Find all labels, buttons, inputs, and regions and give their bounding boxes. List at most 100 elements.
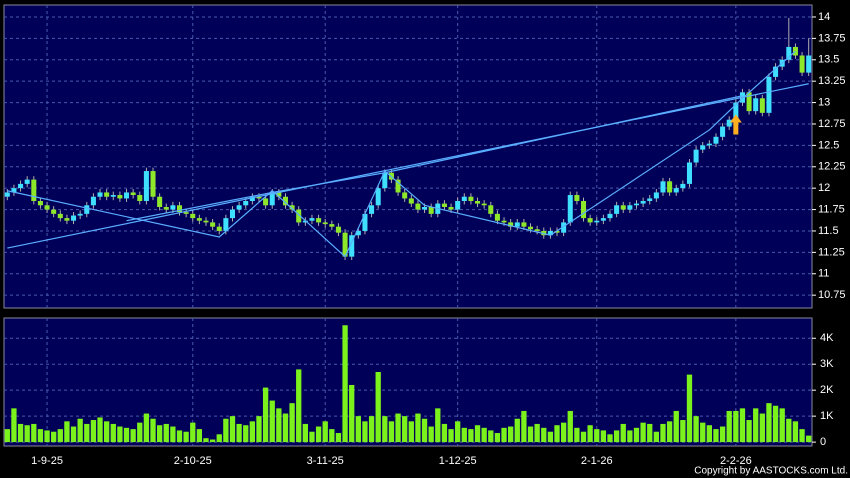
- candle-body: [395, 179, 401, 193]
- volume-bar: [402, 416, 408, 443]
- candle-body: [667, 181, 673, 193]
- candle-body: [574, 195, 580, 202]
- volume-bar: [772, 405, 779, 443]
- candle-body: [342, 232, 348, 257]
- volume-bar: [726, 410, 732, 443]
- candle-body: [223, 218, 229, 231]
- volume-bar: [302, 423, 308, 443]
- candle-body: [587, 218, 593, 223]
- volume-bar: [660, 423, 666, 443]
- volume-bar: [779, 408, 785, 443]
- volume-bar: [296, 369, 302, 443]
- candle-body: [375, 188, 381, 206]
- grid: 14 13.75 13.5 13.25 13 12.75 12.5 12.25 12 11.75 1…: [4, 5, 846, 467]
- candle-body: [84, 205, 90, 214]
- volume-bar: [547, 431, 554, 443]
- candle-body: [104, 192, 110, 197]
- y2-tick-label: 0: [820, 436, 826, 448]
- candle-body: [753, 98, 759, 112]
- volume-bar: [613, 430, 620, 443]
- volume-bar: [243, 425, 249, 443]
- volume-bar: [355, 416, 361, 443]
- volume-bar: [130, 429, 136, 443]
- candle-body: [428, 207, 434, 214]
- candle-body: [422, 207, 428, 210]
- volume-bar: [382, 416, 388, 443]
- candle-body: [508, 222, 514, 227]
- candle-body: [71, 215, 77, 221]
- candle-body: [580, 201, 587, 219]
- candle-body: [614, 205, 620, 214]
- volume-bar: [269, 400, 275, 443]
- candle-body: [130, 192, 136, 196]
- volume-bar: [541, 427, 547, 443]
- candle-body: [90, 196, 96, 206]
- candle-body: [514, 222, 520, 227]
- candle-body: [31, 179, 37, 202]
- volume-bar: [527, 426, 534, 443]
- x-tick-label: 2-2-26: [720, 455, 752, 467]
- candle-body: [713, 136, 719, 144]
- candle-body: [322, 222, 328, 225]
- candle-body: [700, 145, 706, 150]
- volume-bar: [607, 434, 613, 443]
- candle-body: [110, 195, 116, 197]
- candle-body: [362, 213, 368, 231]
- candle-body: [620, 205, 626, 210]
- volume-bar: [501, 427, 507, 443]
- y2-tick-label: 1K: [820, 410, 834, 422]
- volume-bar: [554, 425, 560, 443]
- candle-body: [382, 172, 388, 189]
- candle-body: [369, 205, 375, 214]
- x-tick-label: 1-9-25: [31, 455, 63, 467]
- candle-body: [196, 218, 202, 221]
- candle-body: [786, 46, 792, 60]
- candle-body: [349, 235, 355, 257]
- candle-body: [488, 205, 494, 214]
- candle-body: [183, 212, 189, 214]
- trend-line: [7, 50, 796, 258]
- candle-body: [243, 201, 249, 206]
- volume-bar: [706, 425, 712, 443]
- candle-body: [501, 220, 507, 223]
- y-tick-label: 11.75: [818, 203, 845, 215]
- candle-body: [653, 192, 659, 199]
- volume-bar: [11, 408, 17, 443]
- volume-bar: [329, 429, 335, 443]
- candle-body: [263, 198, 269, 206]
- volume-bar: [368, 416, 375, 443]
- y-tick-label: 12.25: [818, 161, 846, 173]
- volume-bar: [315, 426, 322, 443]
- candle-body: [316, 218, 322, 223]
- volume-bar: [587, 425, 593, 443]
- y-tick-label: 12.75: [818, 118, 846, 130]
- volume-bar: [84, 423, 90, 443]
- volume-bar: [137, 422, 143, 443]
- y-tick-label: 10.75: [818, 289, 846, 301]
- candle-body: [282, 196, 288, 206]
- candle-body: [4, 192, 10, 197]
- volume-bar: [647, 423, 653, 443]
- volume-bar: [309, 431, 315, 443]
- candle-body: [799, 55, 805, 73]
- volume-bar: [262, 387, 269, 443]
- volume-bar: [322, 421, 328, 443]
- volume-bar: [342, 325, 348, 443]
- candle-body: [680, 183, 686, 189]
- volume-bar: [150, 418, 156, 443]
- volume-bar: [673, 410, 679, 443]
- candle-body: [97, 192, 103, 197]
- volume-bar: [64, 421, 70, 443]
- candle-body: [673, 188, 679, 193]
- volume-bar: [37, 429, 44, 443]
- volume-bar: [733, 410, 739, 443]
- volume-bar: [362, 421, 368, 443]
- volume-bar: [190, 422, 196, 443]
- candle-body: [561, 222, 567, 233]
- volume-bar: [534, 423, 540, 443]
- volume-bar: [349, 384, 355, 443]
- volume-bar: [77, 418, 83, 443]
- candle-body: [296, 209, 302, 223]
- volume-bar: [156, 425, 163, 443]
